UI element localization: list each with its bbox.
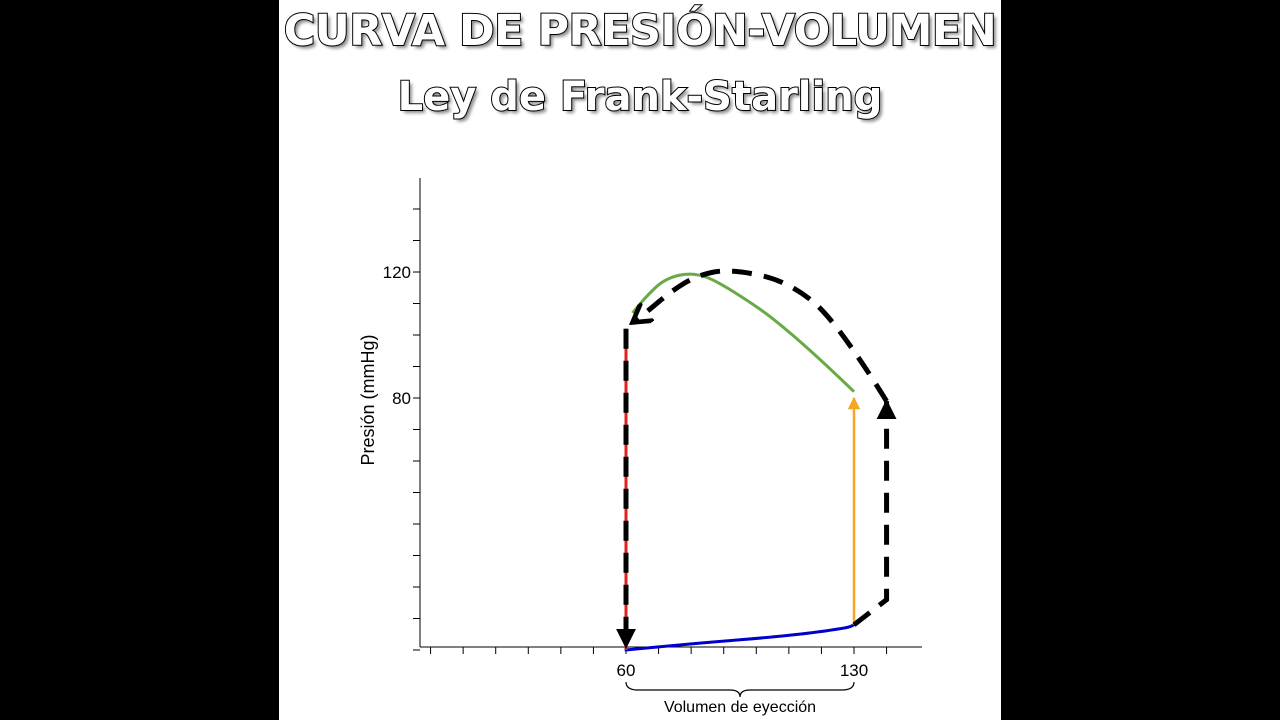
y-axis-label: Presión (mmHg) bbox=[358, 334, 378, 465]
slide-panel: CURVA DE PRESIÓN-VOLUMEN Ley de Frank-St… bbox=[279, 0, 1001, 720]
y-tick-label-120: 120 bbox=[383, 263, 411, 282]
series-ejection-green bbox=[631, 272, 856, 393]
series-filling-blue bbox=[624, 623, 856, 652]
series-dashed-preload bbox=[852, 399, 897, 627]
x-tick-label-130: 130 bbox=[840, 661, 868, 680]
slide-title: CURVA DE PRESIÓN-VOLUMEN bbox=[283, 5, 998, 57]
pressure-volume-chart: 80 120 60 130 Presión (mmHg) Volumen de … bbox=[358, 178, 922, 716]
ejection-volume-label: Volumen de eyección bbox=[664, 699, 816, 716]
x-tick-label-60: 60 bbox=[617, 661, 636, 680]
y-axis-ticks bbox=[413, 208, 420, 651]
slide-subtitle: Ley de Frank-Starling bbox=[397, 73, 884, 121]
series-dashed-ejection bbox=[633, 268, 889, 403]
y-tick-label-80: 80 bbox=[392, 389, 411, 408]
ejection-volume-brace bbox=[625, 681, 855, 698]
